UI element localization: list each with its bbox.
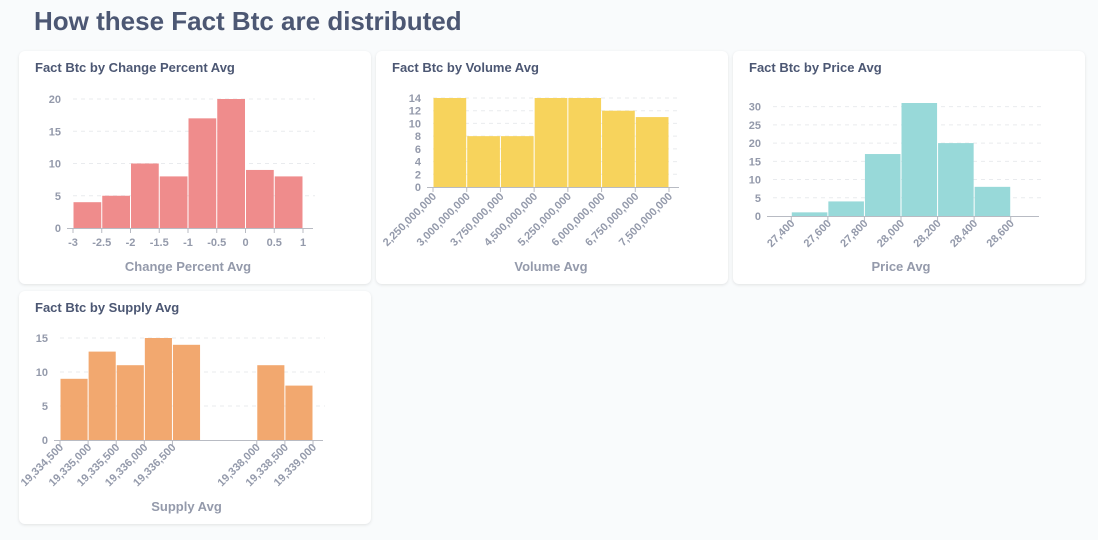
- y-tick-label: 0: [755, 211, 761, 223]
- y-tick-label: 10: [409, 118, 421, 130]
- histogram-bar[interactable]: [467, 136, 500, 187]
- y-tick-label: 15: [36, 333, 48, 345]
- x-tick-label: 28,600: [985, 218, 1017, 250]
- histogram-bar[interactable]: [500, 136, 534, 187]
- y-tick-label: 8: [415, 131, 421, 143]
- x-tick-label: 0.5: [267, 237, 282, 249]
- histogram-bar[interactable]: [974, 186, 1011, 216]
- x-tick-label: -0.5: [207, 237, 226, 249]
- chart-card-price[interactable]: Fact Btc by Price Avg 0 5 10 15 20 25 30 27,400…: [733, 51, 1085, 284]
- histogram-bar[interactable]: [791, 212, 828, 216]
- histogram-bar[interactable]: [246, 169, 274, 228]
- chart-title[interactable]: Fact Btc by Supply Avg: [35, 300, 180, 315]
- x-tick-label: 27,800: [838, 218, 870, 250]
- histogram-bar[interactable]: [864, 154, 901, 216]
- histogram-bar[interactable]: [901, 103, 938, 216]
- y-tick-label: 2: [415, 169, 421, 181]
- x-tick-label: 28,200: [911, 218, 943, 250]
- histogram-bar[interactable]: [217, 99, 245, 228]
- histogram-bar[interactable]: [635, 117, 669, 187]
- chart-title[interactable]: Fact Btc by Volume Avg: [392, 60, 539, 75]
- y-tick-label: 14: [409, 93, 422, 105]
- page-title: How these Fact Btc are distributed: [34, 6, 462, 36]
- y-tick-label: 5: [42, 401, 48, 413]
- histogram-bar[interactable]: [534, 98, 568, 187]
- histogram-bar[interactable]: [88, 351, 116, 440]
- y-tick-label: 15: [749, 156, 761, 168]
- x-tick-label: -1: [183, 237, 193, 249]
- y-tick-label: 10: [49, 159, 61, 171]
- y-tick-label: 6: [415, 144, 421, 156]
- x-tick-label: 28,400: [948, 218, 980, 250]
- y-tick-label: 5: [755, 193, 761, 205]
- histogram-bar[interactable]: [285, 385, 313, 440]
- histogram-bar[interactable]: [828, 201, 864, 216]
- y-tick-label: 10: [36, 367, 48, 379]
- chart-title[interactable]: Fact Btc by Price Avg: [749, 60, 882, 75]
- x-tick-label: -3: [68, 237, 78, 249]
- histogram-bar[interactable]: [102, 195, 130, 228]
- histogram-bar[interactable]: [274, 176, 303, 228]
- y-tick-label: 25: [749, 120, 761, 132]
- histogram-price: 0 5 10 15 20 25 30 27,400 27,600 27,800 28,000 28,2…: [749, 102, 1041, 274]
- x-axis-label: Supply Avg: [151, 499, 222, 514]
- y-tick-label: 30: [749, 102, 761, 114]
- chart-card-volume[interactable]: Fact Btc by Volume Avg 0 2 4 6 8 10 12 14 2,250,…: [376, 51, 728, 284]
- x-tick-label: -2.5: [92, 237, 111, 249]
- y-tick-label: 10: [749, 175, 761, 187]
- y-tick-label: 20: [749, 138, 761, 150]
- histogram-bar[interactable]: [73, 202, 102, 228]
- histogram-bar[interactable]: [60, 378, 88, 440]
- histogram-bar[interactable]: [159, 176, 188, 228]
- y-tick-label: 5: [55, 191, 61, 203]
- x-axis-label: Change Percent Avg: [125, 259, 251, 274]
- histogram-bar[interactable]: [568, 98, 602, 187]
- x-tick-label: 0: [242, 237, 248, 249]
- y-tick-label: 0: [42, 435, 48, 447]
- x-tick-label: 28,000: [875, 218, 907, 250]
- histogram-supply: 05101519,334,50019,335,00019,335,50019,3…: [19, 333, 325, 514]
- histogram-bar[interactable]: [172, 344, 201, 440]
- histogram-bar[interactable]: [116, 365, 144, 440]
- histogram-bar[interactable]: [938, 143, 974, 216]
- histogram-bar[interactable]: [602, 110, 635, 187]
- x-tick-label: 27,400: [765, 218, 797, 250]
- x-tick-label: -2: [126, 237, 136, 249]
- histogram-bar[interactable]: [257, 365, 285, 440]
- y-tick-label: 20: [49, 94, 61, 106]
- x-tick-label: 27,600: [802, 218, 834, 250]
- histogram-change-percent: 0 5 10 15 20 -3 -2.5 -2 -1.5 -1 -0.5 0 0.5 1 Change Pe…: [49, 94, 315, 274]
- chart-card-change-percent[interactable]: Fact Btc by Change Percent Avg 0 5 10 15 20-…: [19, 51, 371, 284]
- histogram-volume: 024681012142,250,000,0003,000,000,0003,7…: [381, 93, 681, 274]
- x-axis-label: Price Avg: [871, 259, 930, 274]
- y-tick-label: 0: [415, 182, 421, 194]
- x-axis-label: Volume Avg: [514, 259, 587, 274]
- y-tick-label: 12: [409, 106, 421, 118]
- y-tick-label: 0: [55, 223, 61, 235]
- x-tick-label: -1.5: [150, 237, 169, 249]
- histogram-bar[interactable]: [131, 163, 159, 229]
- y-tick-label: 15: [49, 126, 61, 138]
- chart-title[interactable]: Fact Btc by Change Percent Avg: [35, 60, 235, 75]
- histogram-bar[interactable]: [188, 118, 217, 228]
- histogram-bar[interactable]: [144, 338, 172, 440]
- y-tick-label: 4: [415, 157, 422, 169]
- x-tick-label: 1: [300, 237, 306, 249]
- histogram-bar[interactable]: [433, 98, 467, 187]
- chart-card-supply[interactable]: Fact Btc by Supply Avg 0 5 10 15 19,334,500 1…: [19, 291, 371, 524]
